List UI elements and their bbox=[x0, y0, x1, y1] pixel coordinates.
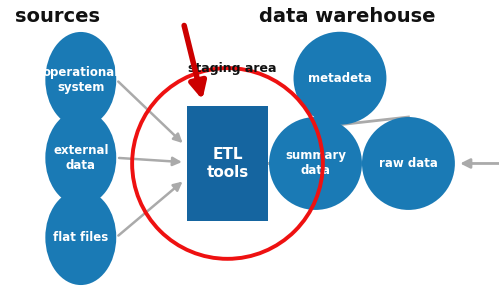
Ellipse shape bbox=[45, 190, 116, 285]
Text: data warehouse: data warehouse bbox=[259, 7, 436, 26]
Text: metadeta: metadeta bbox=[308, 72, 372, 85]
Ellipse shape bbox=[293, 32, 386, 125]
Text: staging area: staging area bbox=[188, 62, 276, 75]
Ellipse shape bbox=[362, 117, 455, 210]
Ellipse shape bbox=[45, 32, 116, 127]
Text: summary
data: summary data bbox=[285, 149, 346, 177]
Text: external
data: external data bbox=[53, 144, 109, 172]
Text: operational
system: operational system bbox=[42, 66, 119, 94]
FancyBboxPatch shape bbox=[187, 106, 268, 221]
Text: flat files: flat files bbox=[53, 231, 108, 244]
Ellipse shape bbox=[45, 110, 116, 206]
Text: ETL
tools: ETL tools bbox=[207, 147, 249, 180]
Text: sources: sources bbox=[15, 7, 100, 26]
Text: raw data: raw data bbox=[379, 157, 438, 170]
Ellipse shape bbox=[269, 117, 362, 210]
